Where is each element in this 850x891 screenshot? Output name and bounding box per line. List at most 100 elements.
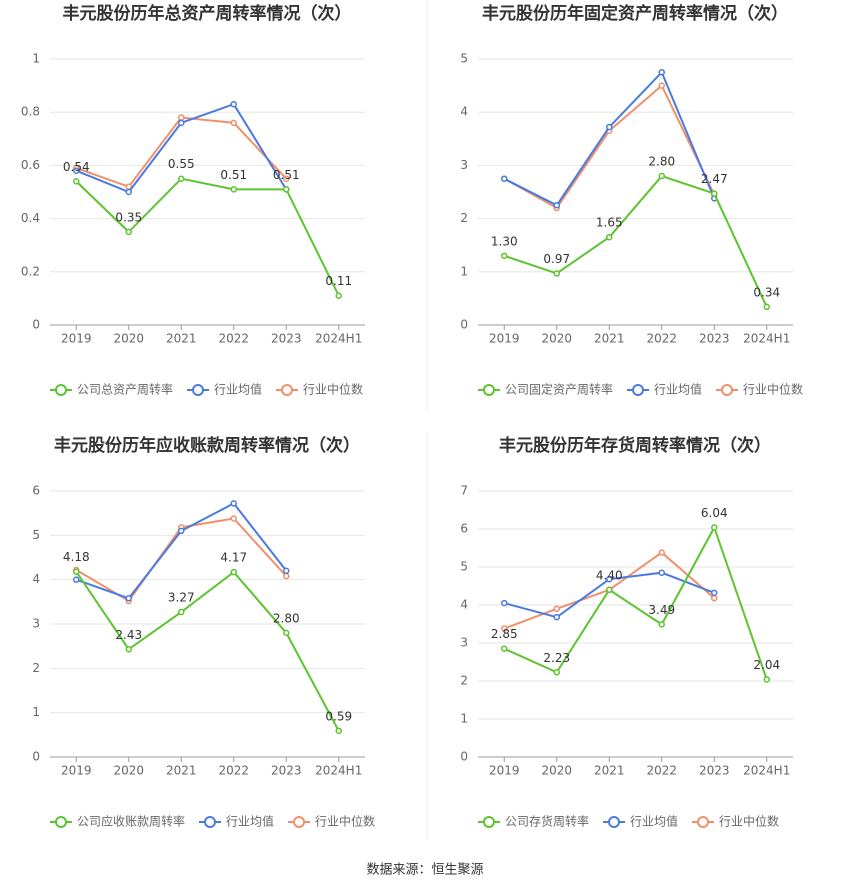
legend-marker (55, 816, 67, 828)
point (658, 82, 665, 89)
data-label: 0.34 (753, 285, 780, 299)
point (230, 568, 237, 576)
y-tick-label: 3 (460, 636, 468, 650)
x-tick-label: 2020 (113, 764, 144, 778)
legend-label: 公司应收账款周转率 (77, 814, 185, 829)
data-label: 1.30 (491, 234, 518, 248)
point (178, 119, 185, 127)
legend-marker (697, 816, 710, 828)
data-label: 0.59 (325, 709, 352, 723)
chart: 丰元股份历年存货周转率情况（次） 0 1 2 3 4 5 6 7 2019 2020 2021 2022… (460, 435, 793, 829)
source: 数据来源：恒生聚源 (366, 863, 483, 878)
point (763, 676, 770, 683)
point (658, 621, 665, 628)
legend-marker (192, 384, 205, 396)
data-label: 2.47 (701, 172, 728, 186)
x-tick-label: 2024H1 (743, 332, 790, 346)
series-line (503, 70, 716, 207)
y-tick-label: 0.4 (21, 211, 40, 225)
point (283, 186, 290, 193)
y-tick-label: 0.6 (21, 158, 40, 172)
point (73, 568, 80, 575)
point (125, 188, 132, 196)
data-label: 2.80 (273, 611, 300, 625)
chart: 丰元股份历年应收账款周转率情况（次） 0 1 2 3 4 5 6 2019 2020 2021 202… (32, 435, 375, 829)
y-tick-label: 1 (460, 712, 468, 726)
legend-label: 行业中位数 (315, 814, 375, 829)
point (553, 202, 560, 209)
x-tick-label: 2021 (166, 332, 197, 346)
y-tick-label: 5 (460, 560, 468, 574)
data-label: 0.51 (273, 168, 300, 182)
point (230, 186, 237, 193)
data-label: 4.18 (63, 550, 90, 564)
point (606, 586, 613, 594)
chart-title: 丰元股份历年固定资产周转率情况（次） (482, 3, 788, 24)
point (73, 178, 80, 185)
point (606, 575, 613, 583)
x-tick-label: 2022 (646, 764, 677, 778)
legend-label: 行业均值 (654, 382, 702, 397)
legend-label: 行业中位数 (743, 382, 803, 397)
point (553, 613, 560, 621)
point (501, 645, 508, 652)
point (178, 114, 185, 121)
point (711, 594, 718, 602)
y-tick-label: 3 (32, 617, 40, 631)
legend-marker (204, 816, 217, 828)
point (606, 233, 613, 241)
point (711, 589, 718, 597)
chart-title: 丰元股份历年应收账款周转率情况（次） (54, 435, 360, 456)
x-tick-label: 2021 (166, 764, 197, 778)
x-tick-label: 2019 (61, 764, 92, 778)
x-tick-label: 2024H1 (315, 764, 362, 778)
legend-label: 公司总资产周转率 (77, 382, 173, 397)
point (283, 567, 290, 575)
point (553, 605, 560, 613)
y-tick-label: 1 (32, 52, 40, 66)
x-tick-label: 2019 (61, 332, 92, 346)
legend-marker (281, 384, 294, 396)
legend-marker (483, 384, 495, 396)
legend-marker (721, 384, 734, 396)
point (230, 500, 237, 507)
point (178, 175, 185, 182)
point (125, 595, 132, 602)
legend-label: 行业均值 (214, 382, 262, 397)
legend-label: 行业均值 (630, 814, 678, 829)
point (73, 167, 80, 174)
legend-marker (632, 384, 645, 396)
data-label: 4.17 (220, 551, 247, 565)
y-tick-label: 7 (460, 484, 468, 498)
legend-marker (55, 384, 67, 396)
x-tick-label: 2020 (113, 332, 144, 346)
data-label: 0.54 (63, 160, 90, 174)
data-label: 0.55 (168, 157, 195, 171)
y-tick-label: 0 (32, 750, 40, 764)
data-label: 0.51 (220, 168, 247, 182)
point (553, 270, 560, 277)
point (125, 646, 132, 653)
x-tick-label: 2024H1 (315, 332, 362, 346)
x-tick-label: 2023 (699, 332, 730, 346)
data-label: 0.97 (543, 252, 570, 266)
legend-label: 公司存货周转率 (505, 814, 589, 829)
x-tick-label: 2023 (271, 764, 302, 778)
data-label: 2.85 (491, 627, 518, 641)
y-tick-label: 4 (460, 598, 468, 612)
x-tick-label: 2023 (699, 764, 730, 778)
y-tick-label: 1 (460, 264, 468, 278)
point (125, 228, 132, 236)
point (283, 629, 290, 637)
y-tick-label: 4 (32, 572, 40, 586)
chart: 丰元股份历年总资产周转率情况（次） 0 0.2 0.4 0.6 0.8 1 2019 2020 2… (21, 3, 365, 397)
point (658, 549, 665, 556)
legend-marker (608, 816, 621, 828)
point (658, 69, 665, 76)
point (230, 100, 237, 108)
legend-marker (293, 816, 306, 828)
y-tick-label: 2 (460, 211, 468, 225)
x-tick-label: 2024H1 (743, 764, 790, 778)
data-label: 6.04 (701, 506, 728, 520)
